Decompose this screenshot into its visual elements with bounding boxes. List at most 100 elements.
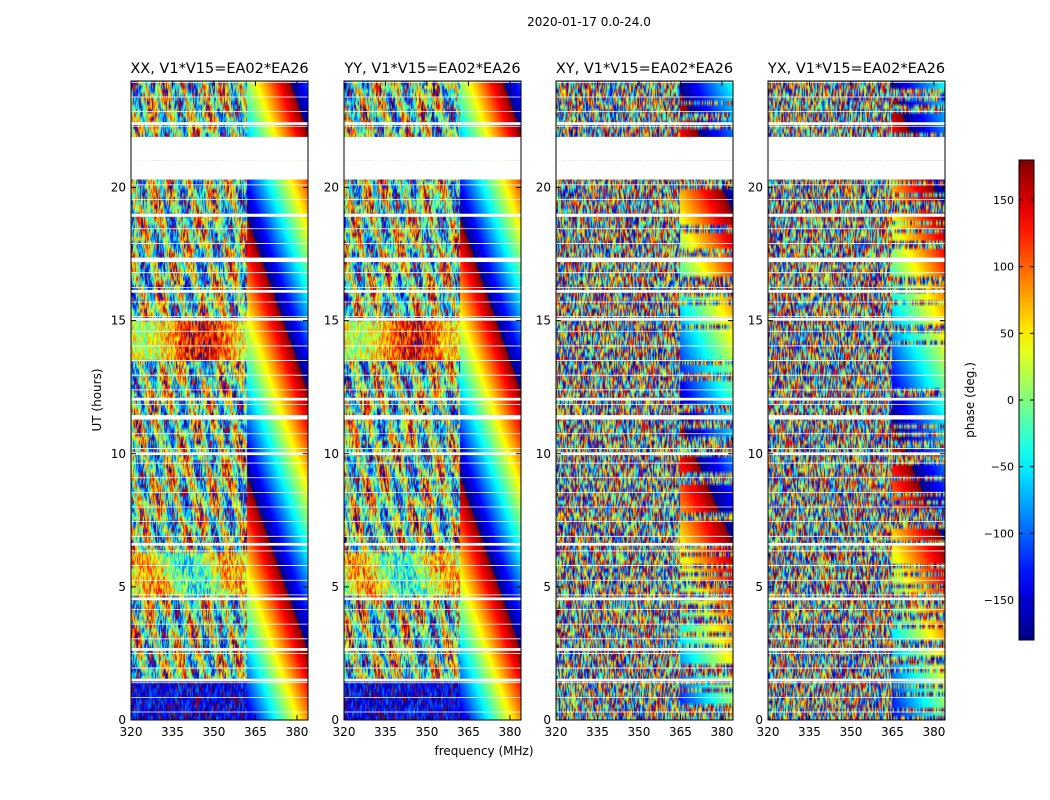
flagged-band [768, 122, 945, 125]
panel-xx: XX, V1*V15=EA02*EA26 320 335 350 365 380 0 5 10 1… [111, 61, 309, 739]
panel-frame [130, 80, 309, 721]
x-tick-label: 350 [840, 725, 863, 739]
y-tick-label: 0 [755, 713, 763, 727]
flagged-band [344, 542, 521, 546]
panel-title: YX, V1*V15=EA02*EA26 [767, 61, 945, 77]
flagged-band [344, 648, 521, 651]
x-tick-label: 380 [285, 725, 308, 739]
x-tick-label: 335 [798, 725, 821, 739]
colorbar-label: phase (deg.) [963, 362, 977, 438]
panel-frame [555, 80, 734, 721]
x-tick-label: 320 [545, 725, 568, 739]
x-tick-label: 320 [120, 725, 143, 739]
flagged-band [131, 397, 308, 401]
flagged-band [131, 648, 308, 651]
y-tick-label: 5 [755, 580, 763, 594]
x-axis-label: frequency (MHz) [434, 744, 533, 758]
colorbar-tick-label: 150 [993, 194, 1014, 207]
flagged-band [344, 214, 521, 217]
colorbar-tick-label: 100 [993, 261, 1014, 274]
y-tick-label: 10 [111, 447, 126, 461]
flagged-band [556, 317, 733, 321]
y-tick-label: 10 [536, 447, 551, 461]
x-tick-label: 380 [922, 725, 945, 739]
panel-yx: YX, V1*V15=EA02*EA26 320 335 350 365 380 0 5 10 1… [748, 61, 946, 739]
y-axis-label: UT (hours) [90, 368, 104, 431]
y-tick-label: 0 [331, 713, 339, 727]
flagged-band [556, 214, 733, 217]
flagged-band [344, 397, 521, 401]
x-tick-label: 350 [628, 725, 651, 739]
flagged-band [131, 214, 308, 217]
x-tick-label: 335 [586, 725, 609, 739]
panel-title: YY, V1*V15=EA02*EA26 [343, 61, 520, 77]
y-tick-label: 20 [536, 181, 551, 195]
x-tick-label: 365 [669, 725, 692, 739]
panel-frame [343, 80, 522, 721]
y-tick-label: 10 [748, 447, 763, 461]
panel-xy: XY, V1*V15=EA02*EA26 320 335 350 365 380 0 5 10 1… [536, 61, 734, 739]
y-tick-label: 20 [324, 181, 339, 195]
flagged-band [131, 258, 308, 263]
y-tick-label: 15 [536, 314, 551, 328]
flagged-band [556, 122, 733, 125]
flagged-band [344, 122, 521, 125]
flagged-band [556, 542, 733, 546]
flagged-band [768, 258, 945, 263]
y-tick-label: 20 [748, 181, 763, 195]
flagged-band [768, 397, 945, 401]
x-tick-label: 350 [416, 725, 439, 739]
y-tick-label: 15 [748, 314, 763, 328]
x-tick-label: 320 [757, 725, 780, 739]
flagged-band [344, 258, 521, 263]
flagged-band [556, 452, 733, 456]
y-tick-label: 10 [324, 447, 339, 461]
panel-frame [767, 80, 946, 721]
flagged-band [344, 452, 521, 456]
flagged-band [556, 290, 733, 293]
flagged-band [768, 597, 945, 601]
heatmap-panels: XX, V1*V15=EA02*EA26 320 335 350 365 380 0 5 10 1… [111, 61, 946, 739]
x-tick-label: 320 [333, 725, 356, 739]
flagged-band [344, 415, 521, 420]
flagged-band [768, 214, 945, 217]
flagged-band [556, 648, 733, 651]
flagged-band [768, 542, 945, 546]
y-tick-label: 5 [543, 580, 551, 594]
flagged-band [768, 317, 945, 321]
flagged-band [768, 136, 945, 161]
flagged-band [344, 317, 521, 321]
flagged-band [556, 678, 733, 682]
y-tick-label: 0 [118, 713, 126, 727]
flagged-band [131, 317, 308, 321]
y-tick-label: 0 [543, 713, 551, 727]
flagged-band [344, 136, 521, 161]
flagged-band [131, 678, 308, 682]
x-tick-label: 365 [881, 725, 904, 739]
panel-title: XX, V1*V15=EA02*EA26 [130, 61, 308, 77]
colorbar-tick-label: 0 [1007, 394, 1014, 407]
flagged-band [131, 415, 308, 420]
panel-title: XY, V1*V15=EA02*EA26 [556, 61, 733, 77]
y-tick-label: 5 [331, 580, 339, 594]
flagged-band [131, 290, 308, 293]
flagged-band [768, 290, 945, 293]
y-tick-label: 15 [111, 314, 126, 328]
flagged-band [344, 290, 521, 293]
flagged-band [768, 648, 945, 651]
colorbar-tick-label: −50 [991, 461, 1014, 474]
x-tick-label: 365 [457, 725, 480, 739]
flagged-band [344, 597, 521, 601]
y-tick-label: 15 [324, 314, 339, 328]
flagged-band [556, 136, 733, 161]
flagged-band [768, 452, 945, 456]
flagged-band [556, 258, 733, 263]
flagged-band [556, 397, 733, 401]
flagged-band [131, 542, 308, 546]
x-tick-label: 380 [710, 725, 733, 739]
colorbar-tick-label: −150 [984, 594, 1014, 607]
x-tick-label: 350 [203, 725, 226, 739]
y-tick-label: 5 [118, 580, 126, 594]
flagged-band [131, 597, 308, 601]
